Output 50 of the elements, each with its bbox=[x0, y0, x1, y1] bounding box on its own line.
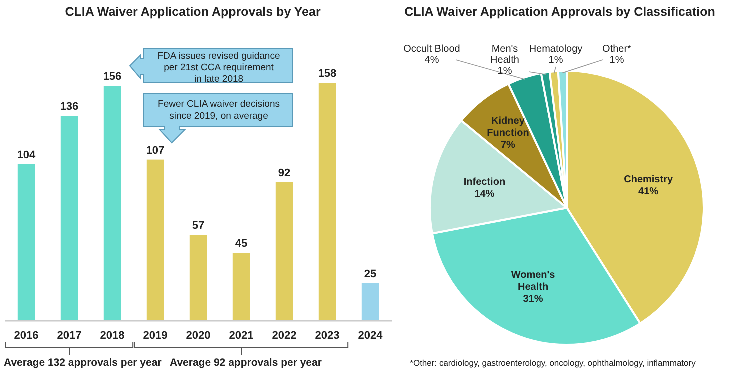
data-label: 107 bbox=[146, 144, 165, 157]
bar bbox=[276, 182, 294, 321]
annotation: Fewer CLIA waiver decisions since 2019, on average bbox=[158, 99, 280, 122]
data-label: 104 bbox=[17, 149, 37, 162]
slice-label: Men's Health bbox=[490, 44, 520, 66]
bar bbox=[18, 164, 36, 321]
slice-label: Other* bbox=[602, 44, 632, 55]
x-tick-label: 2024 bbox=[358, 330, 384, 342]
chart-title: CLIA Waiver Application Approvals by Classification bbox=[404, 5, 716, 19]
data-label: 156 bbox=[103, 71, 122, 84]
data-label: 4% bbox=[424, 55, 440, 66]
slice-label: Occult Blood bbox=[404, 44, 460, 55]
data-label: 1% bbox=[548, 55, 564, 66]
annotation: FDA issues revised guidance per 21st CCA requirement in late 2018 bbox=[158, 51, 280, 85]
bar bbox=[318, 83, 336, 321]
data-label: 25 bbox=[364, 268, 377, 280]
bar bbox=[190, 235, 208, 321]
data-label: 14% bbox=[474, 188, 495, 200]
slice-label: Kidney Function bbox=[487, 116, 530, 140]
x-tick-label: 2021 bbox=[229, 330, 254, 342]
text: Average 132 approvals per year bbox=[4, 357, 162, 369]
x-tick-label: 2023 bbox=[315, 330, 340, 342]
slice-label: Women's Health bbox=[511, 270, 556, 293]
bar bbox=[232, 253, 250, 321]
chart-title: CLIA Waiver Application Approvals by Year bbox=[65, 5, 321, 19]
text: Average 92 approvals per year bbox=[170, 357, 322, 369]
bar bbox=[104, 86, 122, 321]
bar bbox=[146, 160, 164, 321]
data-label: 136 bbox=[60, 101, 79, 114]
data-label: 158 bbox=[318, 68, 337, 80]
text: *Other: cardiology, gastroenterology, oncology, ophthalmology, inflammatory bbox=[410, 358, 697, 368]
data-label: 7% bbox=[500, 140, 516, 152]
data-label: 45 bbox=[235, 238, 248, 250]
data-label: 41% bbox=[638, 186, 659, 198]
slice-label: Hematology bbox=[529, 44, 583, 55]
x-tick-label: 2020 bbox=[186, 330, 211, 342]
slice-label: Infection bbox=[464, 176, 506, 188]
x-tick-label: 2017 bbox=[57, 330, 82, 342]
data-label: 31% bbox=[523, 294, 544, 305]
data-label: 57 bbox=[192, 220, 205, 232]
slice-label: Chemistry bbox=[624, 174, 674, 186]
data-label: 92 bbox=[278, 167, 291, 180]
x-tick-label: 2018 bbox=[100, 330, 125, 342]
bar bbox=[60, 116, 78, 321]
data-label: 1% bbox=[498, 66, 512, 77]
x-tick-label: 2022 bbox=[272, 330, 297, 342]
bar bbox=[362, 283, 380, 321]
data-label: 1% bbox=[610, 55, 624, 66]
x-tick-label: 2019 bbox=[143, 330, 168, 342]
x-tick-label: 2016 bbox=[14, 330, 39, 342]
